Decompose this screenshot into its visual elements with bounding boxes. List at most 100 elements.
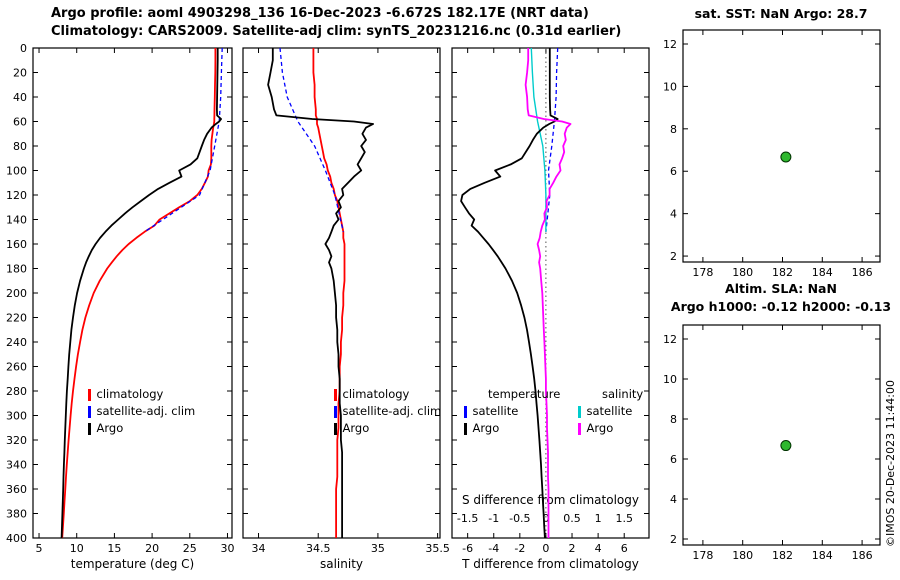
y-tick-label: 4 bbox=[670, 208, 677, 221]
imos-credit: ©IMOS 20-Dec-2023 11:44:00 bbox=[884, 380, 897, 547]
y-tick-label: 140 bbox=[6, 214, 27, 227]
legend-item: Argo bbox=[464, 420, 560, 437]
sla-panel-subtitle: Argo h1000: -0.12 h2000: -0.13 bbox=[670, 299, 892, 314]
x-tick-label: 6 bbox=[621, 542, 628, 555]
y-tick-label: 20 bbox=[13, 67, 27, 80]
y-tick-label: 160 bbox=[6, 238, 27, 251]
sst-panel-title: sat. SST: NaN Argo: 28.7 bbox=[694, 6, 868, 21]
argo-position-marker bbox=[780, 151, 792, 163]
legend-marker-line bbox=[334, 388, 337, 401]
series-satellite-adj-clim bbox=[279, 47, 344, 232]
legend-marker-line bbox=[578, 422, 581, 435]
x-tick-label: -4 bbox=[488, 542, 499, 555]
y-tick-label: 400 bbox=[6, 532, 27, 545]
legend-item: satellite bbox=[464, 403, 560, 420]
y-tick-label: 280 bbox=[6, 385, 27, 398]
y-tick-label: 200 bbox=[6, 287, 27, 300]
legend-marker-line bbox=[464, 405, 467, 418]
series-argo-s-diff bbox=[524, 48, 572, 538]
s-axis-tick-label: 1 bbox=[595, 512, 602, 525]
y-tick-label: 4 bbox=[670, 493, 677, 506]
temperature-legend: climatology satellite-adj. clim Argo bbox=[88, 386, 195, 437]
argo-position-marker bbox=[780, 440, 792, 452]
legend-item: Argo bbox=[88, 420, 195, 437]
y-tick-label: 40 bbox=[13, 91, 27, 104]
x-tick-label: -6 bbox=[462, 542, 473, 555]
difference-temperature-legend: temperature satellite Argo bbox=[464, 386, 560, 437]
legend-item: Argo bbox=[578, 420, 643, 437]
legend-marker-line bbox=[578, 405, 581, 418]
y-tick-label: 320 bbox=[6, 434, 27, 447]
x-tick-label: 178 bbox=[692, 549, 713, 562]
salinity-panel: 34 34.5 35 35.5 salinity bbox=[242, 47, 450, 571]
series-climatology bbox=[61, 48, 217, 539]
legend-label: satellite-adj. clim bbox=[96, 404, 196, 418]
x-tick-label: 4 bbox=[595, 542, 602, 555]
y-tick-label: 0 bbox=[20, 42, 27, 55]
legend-item: climatology bbox=[334, 386, 441, 403]
legend-label: Argo bbox=[586, 421, 614, 435]
legend-item: satellite-adj. clim bbox=[334, 403, 441, 420]
x-tick-label: 2 bbox=[569, 542, 576, 555]
legend-label: satellite-adj. clim bbox=[342, 404, 442, 418]
legend-marker-line bbox=[334, 422, 337, 435]
x-tick-label: 25 bbox=[183, 542, 197, 555]
difference-salinity-legend: salinity satellite Argo bbox=[578, 386, 643, 437]
x-axis-label: T difference from climatology bbox=[461, 557, 639, 571]
legend-header: temperature bbox=[488, 387, 561, 401]
x-tick-label: 34 bbox=[252, 542, 266, 555]
x-tick-label: 184 bbox=[812, 266, 833, 279]
legend-marker-line bbox=[334, 405, 337, 418]
x-tick-label: 0 bbox=[542, 542, 549, 555]
axes-box bbox=[451, 47, 650, 539]
x-tick-label: 186 bbox=[852, 549, 873, 562]
s-axis-label: S difference from climatology bbox=[462, 493, 639, 507]
y-tick-label: 340 bbox=[6, 459, 27, 472]
sst_map-panel: 178 180 182 184 186 2 4 6 8 10 12 bbox=[663, 29, 881, 279]
y-tick-label: 12 bbox=[663, 38, 677, 51]
legend-marker-line bbox=[464, 422, 467, 435]
t_difference-panel: -6 -4 -2 0 2 4 6 -1.5 -1 -0.5 0 0.5 1 1.5 S difference… bbox=[451, 47, 650, 571]
x-tick-label: -2 bbox=[514, 542, 525, 555]
y-tick-label: 120 bbox=[6, 189, 27, 202]
legend-marker-line bbox=[88, 405, 91, 418]
axes-box bbox=[682, 29, 881, 263]
x-tick-label: 180 bbox=[732, 549, 753, 562]
salinity-legend: climatology satellite-adj. clim Argo bbox=[334, 386, 441, 437]
s-axis-tick-label: 0 bbox=[542, 512, 549, 525]
title-line2: Climatology: CARS2009. Satellite-adj cli… bbox=[51, 24, 622, 39]
x-axis-label: temperature (deg C) bbox=[71, 557, 194, 571]
x-tick-label: 35 bbox=[371, 542, 385, 555]
series-argo bbox=[60, 48, 223, 539]
y-tick-label: 8 bbox=[670, 413, 677, 426]
title-line1: Argo profile: aoml 4903298_136 16-Dec-20… bbox=[51, 6, 589, 21]
x-axis-label: salinity bbox=[320, 557, 363, 571]
y-tick-label: 360 bbox=[6, 483, 27, 496]
y-tick-label: 2 bbox=[670, 533, 677, 546]
legend-label: Argo bbox=[342, 421, 370, 435]
axes-box bbox=[32, 47, 233, 539]
series-satellite-t-diff bbox=[545, 47, 559, 232]
y-tick-label: 6 bbox=[670, 453, 677, 466]
legend-marker-line bbox=[88, 422, 91, 435]
legend-header: salinity bbox=[602, 387, 644, 401]
x-tick-label: 34.5 bbox=[306, 542, 331, 555]
y-tick-label: 300 bbox=[6, 410, 27, 423]
s-axis-tick-label: -1.5 bbox=[457, 512, 478, 525]
legend-label: climatology bbox=[342, 387, 410, 401]
y-tick-label: 6 bbox=[670, 165, 677, 178]
x-tick-label: 10 bbox=[70, 542, 84, 555]
y-tick-label: 180 bbox=[6, 263, 27, 276]
x-tick-label: 182 bbox=[772, 266, 793, 279]
series-satellite-adj-clim bbox=[144, 47, 223, 233]
legend-item: Argo bbox=[334, 420, 441, 437]
y-tick-label: 260 bbox=[6, 361, 27, 374]
s-axis-tick-label: -0.5 bbox=[509, 512, 530, 525]
legend-label: Argo bbox=[96, 421, 124, 435]
y-tick-label: 8 bbox=[670, 123, 677, 136]
x-tick-label: 35.5 bbox=[425, 542, 450, 555]
x-tick-label: 184 bbox=[812, 549, 833, 562]
y-tick-label: 2 bbox=[670, 250, 677, 263]
y-tick-label: 12 bbox=[663, 333, 677, 346]
